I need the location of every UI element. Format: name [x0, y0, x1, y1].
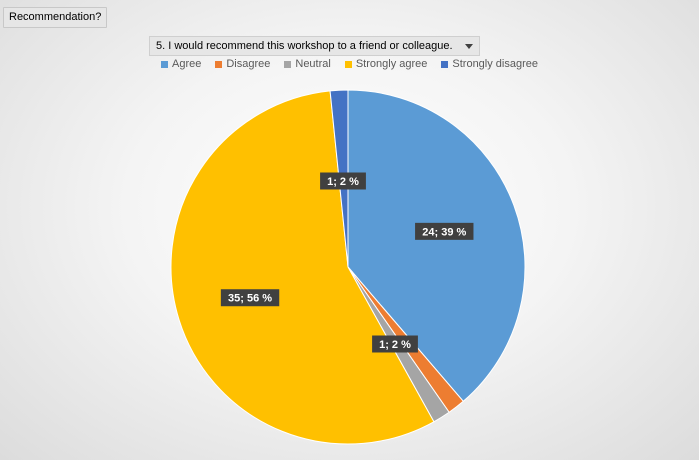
- legend-swatch: [441, 60, 449, 68]
- legend-label: Disagree: [226, 58, 271, 70]
- data-label-text: 35; 56 %: [228, 293, 272, 305]
- data-label-box: [320, 172, 366, 190]
- question-filter-dropdown[interactable]: 5. I would recommend this workshop to a …: [149, 36, 480, 56]
- legend-label: Agree: [171, 58, 202, 70]
- legend-item-strongly-agree: Strongly agree: [344, 58, 428, 70]
- data-label-strongly-agree: 35; 56 %: [220, 289, 280, 307]
- legend-swatch: [344, 60, 352, 68]
- field-button-recommendation[interactable]: Recommendation?: [3, 7, 108, 28]
- data-label-agree: 24; 39 %: [415, 222, 474, 240]
- legend-item-agree: Agree: [160, 58, 202, 70]
- field-button-label: Recommendation?: [9, 11, 102, 23]
- legend-item-strongly-disagree: Strongly disagree: [441, 58, 538, 70]
- legend-swatch: [215, 60, 223, 68]
- chart-legend: Agree Disagree Neutral Strongly agree Strong…: [0, 58, 699, 70]
- filter-label: 5. I would recommend this workshop to a …: [156, 40, 453, 52]
- data-label-disagree: 1; 2 %: [372, 335, 418, 353]
- data-label-box: [220, 289, 280, 307]
- data-label-strongly-disagree: 1; 2 %: [320, 172, 366, 190]
- legend-item-neutral: Neutral: [284, 58, 331, 70]
- data-label-text: 1; 2 %: [379, 339, 411, 351]
- pie-slice-strongly-agree[interactable]: [170, 90, 435, 445]
- data-label-text: 24; 39 %: [422, 226, 466, 238]
- pie-slice-agree[interactable]: [347, 89, 526, 403]
- dropdown-arrow-icon[interactable]: [464, 44, 473, 49]
- data-label-box: [372, 335, 418, 353]
- legend-swatch: [160, 60, 168, 68]
- legend-label: Neutral: [295, 58, 331, 70]
- legend-item-disagree: Disagree: [215, 58, 270, 70]
- legend-swatch: [284, 60, 292, 68]
- legend-label: Strongly disagree: [452, 58, 538, 70]
- legend-label: Strongly agree: [355, 58, 428, 70]
- data-label-box: [415, 222, 474, 240]
- data-label-text: 1; 2 %: [327, 176, 359, 188]
